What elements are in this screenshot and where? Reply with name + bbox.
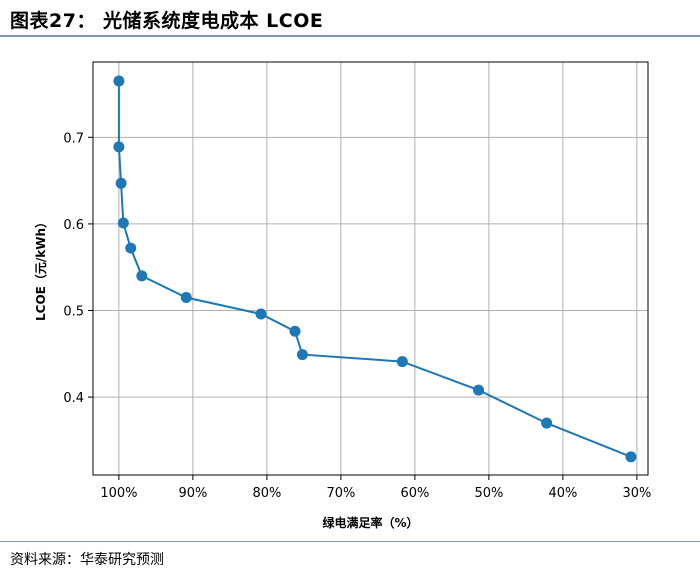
data-point [255, 308, 267, 320]
data-point [296, 349, 308, 361]
ticks: 100% 90% 80% 70% 60% 50% 40% 30% 0.4 0.5 0.6 0.7 [63, 131, 651, 501]
title-divider [0, 35, 700, 37]
source-divider [0, 541, 700, 542]
data-point [180, 292, 192, 304]
x-tick-label: 50% [474, 486, 503, 501]
data-point [125, 242, 137, 254]
x-tick-label: 40% [548, 486, 577, 501]
data-point [541, 417, 553, 429]
data-point [117, 217, 129, 229]
x-axis-title: 绿电满足率（%） [322, 515, 418, 530]
series [113, 75, 637, 463]
y-tick-label: 0.4 [63, 391, 84, 406]
data-point [115, 177, 127, 189]
data-point [136, 270, 148, 282]
data-point [473, 384, 485, 396]
data-point [289, 325, 301, 337]
data-point [113, 141, 125, 153]
x-tick-label: 60% [400, 486, 429, 501]
y-tick-label: 0.6 [63, 218, 84, 233]
plot-frame [92, 61, 649, 476]
y-tick-label: 0.5 [63, 304, 84, 319]
figure-source: 资料来源：华泰研究预测 [10, 552, 164, 568]
y-tick-label: 0.7 [63, 131, 84, 146]
x-tick-label: 30% [622, 486, 651, 501]
x-tick-label: 100% [100, 486, 137, 501]
y-axis-title: LCOE（元/kWh） [33, 216, 48, 321]
data-point [625, 451, 637, 463]
x-tick-label: 70% [326, 486, 355, 501]
grid [93, 62, 648, 475]
figure-title: 图表27： 光储系统度电成本 LCOE [10, 10, 324, 32]
data-point [396, 356, 408, 368]
data-point [113, 75, 125, 87]
x-tick-label: 80% [252, 486, 281, 501]
series-line [117, 81, 632, 458]
x-tick-label: 90% [178, 486, 207, 501]
